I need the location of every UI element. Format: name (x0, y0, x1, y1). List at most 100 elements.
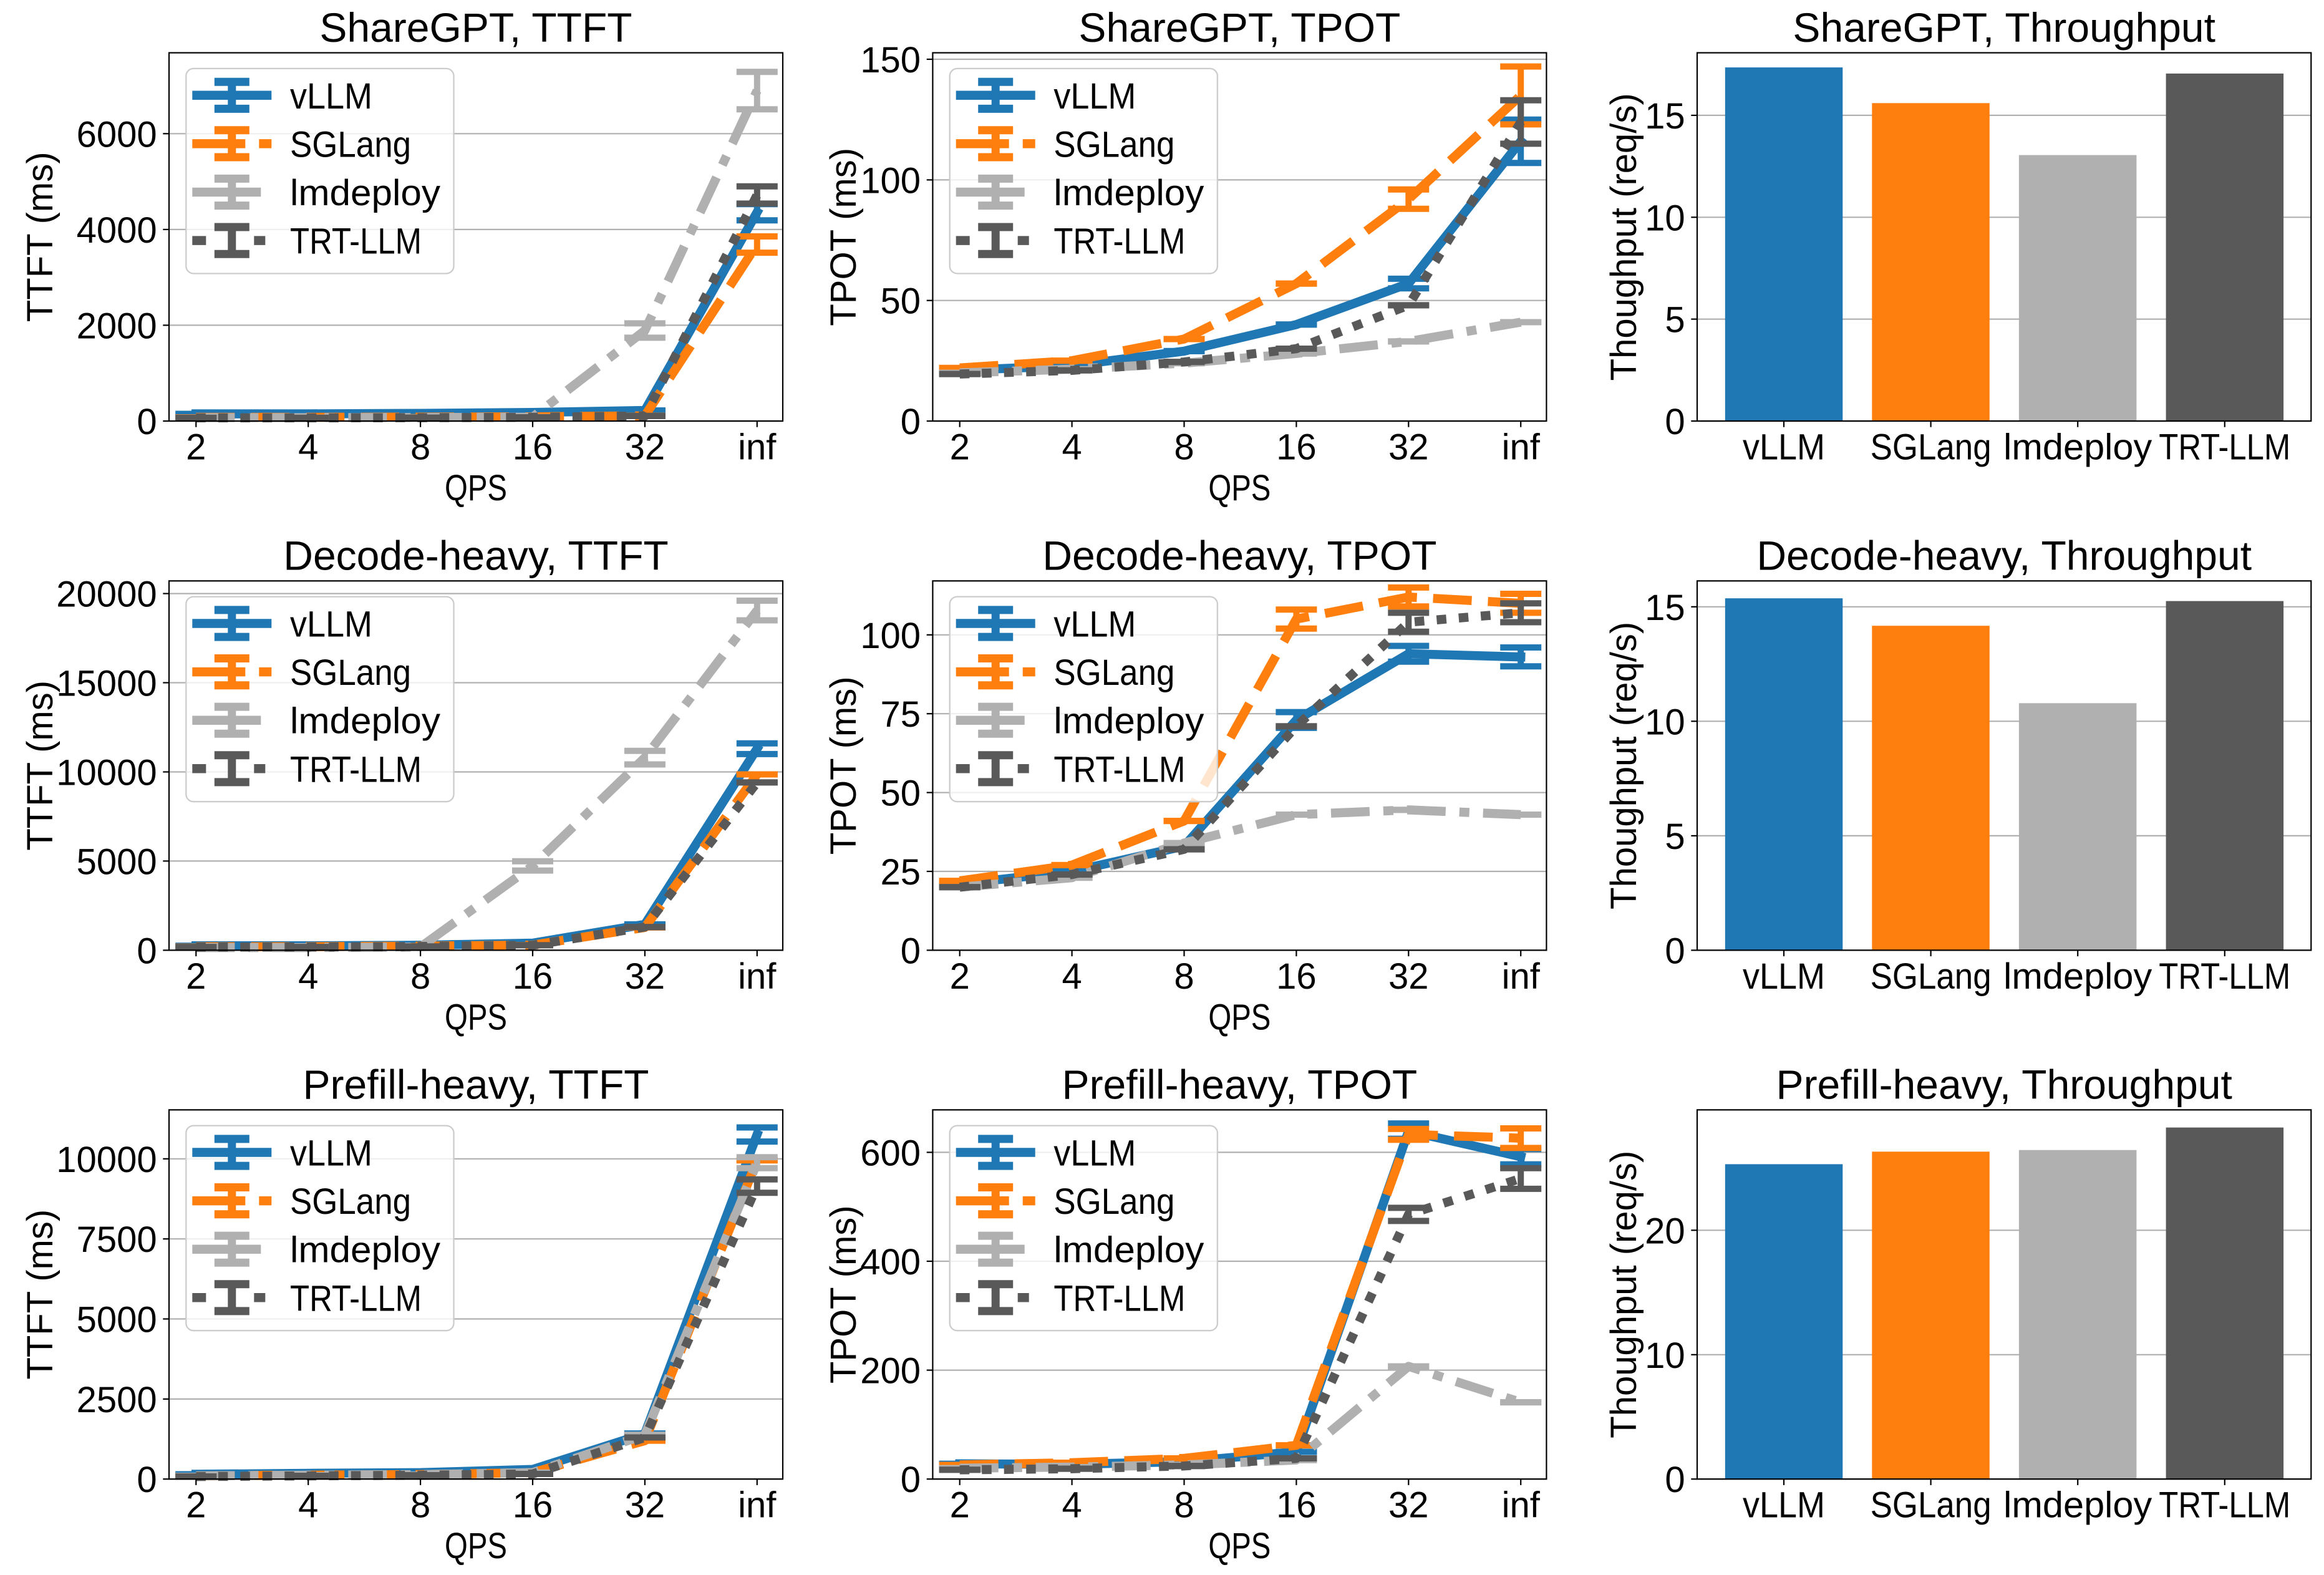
svg-text:5: 5 (1665, 817, 1685, 857)
svg-text:TTFT (ms): TTFT (ms) (20, 681, 61, 851)
svg-text:25: 25 (880, 852, 921, 893)
svg-text:50: 50 (880, 281, 921, 322)
svg-text:vLLM: vLLM (1743, 427, 1825, 468)
svg-text:TRT-LLM: TRT-LLM (1053, 749, 1185, 790)
svg-text:lmdeploy: lmdeploy (290, 173, 440, 213)
svg-text:16: 16 (513, 427, 553, 468)
svg-text:600: 600 (860, 1133, 921, 1173)
svg-text:4: 4 (1062, 1485, 1082, 1526)
svg-text:15: 15 (1645, 96, 1685, 137)
svg-text:0: 0 (1665, 1460, 1685, 1500)
svg-text:QPS: QPS (1208, 468, 1271, 508)
svg-text:lmdeploy: lmdeploy (1053, 701, 1204, 742)
svg-text:ShareGPT, TTFT: ShareGPT, TTFT (319, 4, 632, 51)
svg-text:Decode-heavy, Throughput: Decode-heavy, Throughput (1756, 533, 2252, 579)
svg-text:Prefill-heavy, TTFT: Prefill-heavy, TTFT (303, 1062, 649, 1108)
svg-text:10000: 10000 (56, 753, 157, 793)
svg-text:0: 0 (137, 1460, 157, 1500)
svg-text:vLLM: vLLM (1053, 76, 1136, 117)
svg-text:5000: 5000 (77, 1300, 157, 1340)
svg-text:inf: inf (1502, 1485, 1541, 1526)
svg-text:20: 20 (1645, 1211, 1685, 1251)
svg-text:2: 2 (186, 1485, 206, 1526)
svg-text:10000: 10000 (56, 1140, 157, 1180)
svg-text:0: 0 (901, 1460, 921, 1500)
svg-text:10: 10 (1645, 1335, 1685, 1376)
svg-text:32: 32 (1388, 427, 1429, 468)
svg-text:QPS: QPS (445, 1526, 507, 1566)
svg-text:QPS: QPS (1208, 1526, 1271, 1566)
svg-text:32: 32 (1388, 1485, 1429, 1526)
svg-text:TRT-LLM: TRT-LLM (1053, 1278, 1185, 1319)
svg-text:TPOT (ms): TPOT (ms) (823, 1205, 864, 1384)
svg-text:20000: 20000 (56, 574, 157, 615)
svg-text:0: 0 (137, 402, 157, 442)
svg-text:TRT-LLM: TRT-LLM (2159, 427, 2290, 468)
svg-text:0: 0 (901, 931, 921, 971)
svg-text:Decode-heavy, TTFT: Decode-heavy, TTFT (283, 533, 668, 579)
svg-text:inf: inf (738, 427, 777, 468)
svg-text:8: 8 (410, 956, 430, 997)
svg-text:inf: inf (1502, 956, 1541, 997)
svg-text:QPS: QPS (445, 468, 507, 508)
svg-text:TRT-LLM: TRT-LLM (1053, 221, 1185, 262)
svg-text:15: 15 (1645, 588, 1685, 628)
svg-text:16: 16 (513, 956, 553, 997)
svg-text:Prefill-heavy, TPOT: Prefill-heavy, TPOT (1062, 1062, 1418, 1108)
svg-text:4: 4 (298, 956, 318, 997)
svg-text:100: 100 (860, 616, 921, 656)
svg-text:6000: 6000 (77, 114, 157, 155)
svg-text:vLLM: vLLM (1053, 604, 1136, 645)
svg-text:8: 8 (410, 427, 430, 468)
svg-text:0: 0 (1665, 931, 1685, 971)
svg-text:ShareGPT, TPOT: ShareGPT, TPOT (1078, 4, 1400, 51)
svg-text:lmdeploy: lmdeploy (1053, 1230, 1204, 1271)
svg-text:vLLM: vLLM (1743, 956, 1825, 997)
svg-text:16: 16 (1276, 1485, 1317, 1526)
svg-text:4: 4 (298, 1485, 318, 1526)
svg-text:10: 10 (1645, 198, 1685, 238)
svg-text:5000: 5000 (77, 841, 157, 882)
svg-text:Thoughput (req/s): Thoughput (req/s) (1604, 93, 1644, 380)
svg-text:200: 200 (860, 1351, 921, 1392)
svg-text:16: 16 (513, 1485, 553, 1526)
svg-text:TPOT (ms): TPOT (ms) (823, 148, 864, 326)
svg-text:vLLM: vLLM (1743, 1485, 1825, 1526)
svg-text:2000: 2000 (77, 306, 157, 346)
svg-text:75: 75 (880, 694, 921, 735)
svg-text:50: 50 (880, 773, 921, 814)
svg-text:2500: 2500 (77, 1380, 157, 1420)
svg-text:16: 16 (1276, 956, 1317, 997)
svg-text:400: 400 (860, 1242, 921, 1282)
svg-text:ShareGPT, Throughput: ShareGPT, Throughput (1793, 4, 2215, 51)
svg-text:TRT-LLM: TRT-LLM (2159, 1485, 2290, 1526)
svg-text:32: 32 (625, 956, 666, 997)
svg-text:lmdeploy: lmdeploy (1053, 173, 1204, 213)
svg-text:Thoughput (req/s): Thoughput (req/s) (1604, 1151, 1644, 1438)
svg-text:vLLM: vLLM (290, 1133, 372, 1174)
svg-text:SGLang: SGLang (290, 652, 411, 693)
svg-text:2: 2 (950, 427, 970, 468)
svg-text:32: 32 (1388, 956, 1429, 997)
svg-text:Thoughput (req/s): Thoughput (req/s) (1604, 622, 1644, 909)
svg-text:inf: inf (1502, 427, 1541, 468)
svg-text:TRT-LLM: TRT-LLM (290, 221, 422, 262)
svg-text:5: 5 (1665, 300, 1685, 341)
svg-text:TRT-LLM: TRT-LLM (290, 749, 422, 790)
svg-text:100: 100 (860, 160, 921, 201)
svg-text:32: 32 (625, 427, 666, 468)
svg-text:150: 150 (860, 40, 921, 80)
svg-text:Decode-heavy, TPOT: Decode-heavy, TPOT (1042, 533, 1436, 579)
svg-text:0: 0 (1665, 402, 1685, 442)
svg-text:SGLang: SGLang (1053, 1181, 1174, 1222)
svg-text:SGLang: SGLang (290, 124, 411, 165)
svg-text:0: 0 (137, 931, 157, 971)
svg-text:15000: 15000 (56, 664, 157, 704)
svg-text:TTFT (ms): TTFT (ms) (20, 152, 61, 322)
svg-text:2: 2 (186, 956, 206, 997)
svg-text:8: 8 (1174, 956, 1194, 997)
svg-text:8: 8 (1174, 1485, 1194, 1526)
svg-text:Prefill-heavy, Throughput: Prefill-heavy, Throughput (1776, 1062, 2232, 1108)
svg-text:SGLang: SGLang (1053, 124, 1174, 165)
svg-text:TTFT (ms): TTFT (ms) (20, 1209, 61, 1380)
